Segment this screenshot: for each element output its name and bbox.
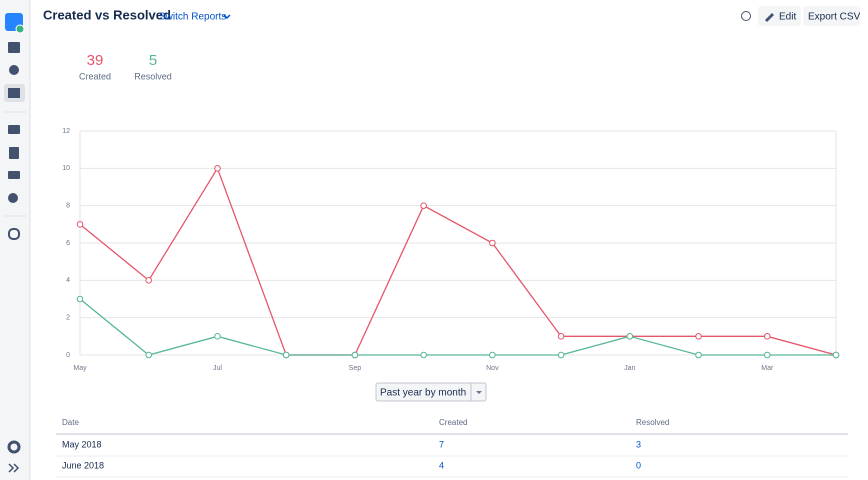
series-line <box>79 298 836 356</box>
page-title: Created vs Resolved <box>43 7 171 22</box>
y-tick-label: 8 <box>66 203 70 210</box>
x-tick-label: Sep <box>349 365 362 372</box>
data-point <box>145 277 153 284</box>
data-point <box>214 333 221 340</box>
x-tick-label: Jul <box>213 365 222 372</box>
x-tick-label: Mar <box>761 365 774 372</box>
summary-value: 39 <box>87 52 104 69</box>
x-tick-label: May <box>73 365 87 372</box>
table-cell: June 2018 <box>62 460 104 470</box>
y-tick-label: 4 <box>66 277 70 284</box>
y-tick-label: 12 <box>62 128 70 135</box>
y-tick-label: 10 <box>62 165 70 172</box>
content: 39 Created 5 Resolved 0 2 4 6 8 10 12 May Jul Sep Nov J… <box>56 52 848 478</box>
data-point <box>76 221 84 228</box>
data-point <box>420 202 427 209</box>
expand-icon[interactable] <box>8 463 20 473</box>
link-icon[interactable] <box>8 228 20 240</box>
period-select[interactable] <box>375 382 487 402</box>
avatar-badge <box>15 24 25 34</box>
data-point <box>76 295 84 303</box>
data-point <box>557 333 565 340</box>
table-link[interactable]: 3 <box>636 439 641 449</box>
export-label: Export CSV <box>808 12 861 23</box>
data-point <box>557 351 565 359</box>
table-link[interactable]: 0 <box>636 460 641 470</box>
x-tick-label: Jan <box>624 365 635 372</box>
release-icon[interactable] <box>8 125 20 134</box>
series-line <box>79 166 837 356</box>
data-point <box>695 333 702 340</box>
people-icon[interactable] <box>9 65 19 75</box>
export-button[interactable] <box>803 6 860 26</box>
table-header: Resolved <box>636 418 669 427</box>
edit-label: Edit <box>779 12 796 23</box>
settings-icon[interactable] <box>7 440 21 454</box>
data-point <box>145 351 153 359</box>
y-tick-label: 0 <box>66 352 70 359</box>
data-point <box>763 351 771 359</box>
data-point <box>695 351 702 359</box>
summary-value: 5 <box>149 52 157 69</box>
y-tick-label: 6 <box>66 240 70 247</box>
period-label: Past year by month <box>380 388 466 399</box>
edit-icon <box>765 13 774 22</box>
data-point <box>489 351 496 359</box>
summary-label: Resolved <box>134 71 172 81</box>
data-point <box>489 239 496 247</box>
switch-reports[interactable]: Switch Reports <box>159 12 226 23</box>
add-user-icon[interactable] <box>8 193 18 203</box>
y-tick-label: 2 <box>66 315 70 322</box>
page-icon[interactable] <box>9 147 19 159</box>
data-point <box>351 351 359 359</box>
x-tick-label: Nov <box>486 365 499 372</box>
table-cell: May 2018 <box>62 439 102 449</box>
table-link[interactable]: 4 <box>439 460 444 470</box>
reports-icon[interactable] <box>8 88 20 98</box>
table-header: Created <box>439 418 467 427</box>
data-point <box>763 333 771 340</box>
data-point <box>282 351 290 359</box>
data-point <box>832 351 840 359</box>
data-point <box>420 351 427 359</box>
summary-label: Created <box>79 71 111 81</box>
select-arrow <box>476 391 482 394</box>
dropdown-arrow <box>223 14 231 20</box>
edit-button[interactable] <box>758 6 801 26</box>
monitor-icon[interactable] <box>8 171 20 179</box>
board-icon[interactable] <box>8 42 20 53</box>
table-header: Date <box>62 418 79 427</box>
data-point <box>214 165 221 172</box>
info-icon[interactable] <box>741 11 751 21</box>
table-link[interactable]: 7 <box>439 439 444 449</box>
data-point <box>626 333 634 340</box>
